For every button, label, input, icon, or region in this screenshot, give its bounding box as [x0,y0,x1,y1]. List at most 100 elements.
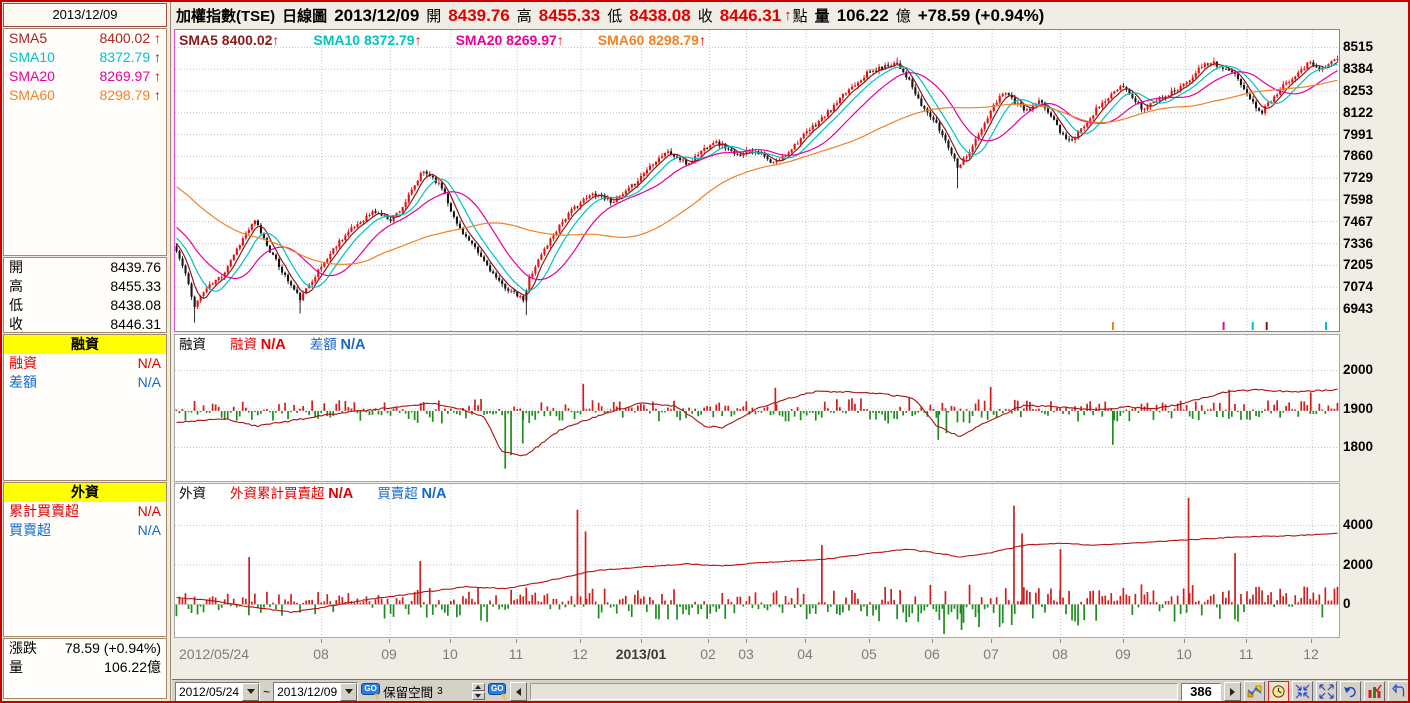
low-label: 低 [607,8,623,25]
foreign-chart-canvas[interactable] [175,484,1339,642]
volume-chart-button[interactable] [1364,681,1385,701]
foreign-sub-chart[interactable]: 外資 外資累計買賣超 N/A 買賣超 N/A [174,483,1340,638]
sidebar-ohlc-row-2-label: 低 [9,297,23,313]
up-arrow-icon: ↑ [784,7,792,24]
x-axis-label: 09 [381,646,397,662]
sidebar-sma-panel: SMA5 8400.02 ↑ SMA10 8372.79 ↑ SMA20 8269.97 … [3,28,167,256]
change-row-1-label: 量 [9,659,23,675]
scroll-left-button[interactable] [509,682,527,701]
undo-button[interactable] [1340,681,1361,701]
x-axis-tick [708,639,709,643]
sub-axis-label: 1900 [1343,401,1374,416]
range-separator: ~ [263,684,271,699]
x-axis-tick [580,639,581,643]
main-candlestick-chart[interactable]: SMA5 8400.02↑ SMA10 8372.79↑ SMA20 8269.97… [174,29,1340,332]
hand-pointer-icon [500,693,505,701]
sidebar-date-box: 2013/12/09 [3,3,167,27]
price-axis-label: 7860 [1343,148,1374,163]
price-axis-label: 6943 [1343,301,1374,316]
time-axis: 2012/05/24 08 09 10 11 12 2013/01 02 03 04 05 06 07 0… [174,639,1340,677]
main-chart-canvas[interactable] [175,30,1339,336]
return-button[interactable] [1388,681,1408,701]
from-date-value: 2012/05/24 [179,684,240,699]
sidebar-ohlc-row-0-label: 開 [9,259,23,275]
chart-scrollbar-track[interactable] [529,683,1178,700]
chart-settings-icon [1247,685,1262,698]
spinner-down-button[interactable] [471,692,485,700]
x-axis-label: 06 [924,646,940,662]
x-axis-label: 08 [313,646,329,662]
sidebar-ohlc-row-0-value: 8439.76 [110,259,161,275]
x-axis-label: 10 [442,646,458,662]
price-axis-label: 7467 [1343,214,1374,229]
index-title: 加權指數(TSE) [176,8,276,25]
foreign-section-header: 外資 [4,483,166,502]
margin-series1-label: 融資 [230,337,257,352]
sidebar-sma10: SMA10 8372.79 ↑ [4,48,166,67]
chart-settings-button[interactable] [1244,681,1265,701]
x-axis-tick [1123,639,1124,643]
sidebar-date: 2013/12/09 [52,7,118,22]
margin-row-0-value: N/A [137,355,161,371]
collapse-button[interactable] [1292,681,1313,701]
sidebar-sma10-value: 8372.79 ↑ [99,49,162,65]
x-axis-label: 09 [1115,646,1131,662]
open-label: 開 [426,8,442,25]
high-value: 8455.33 [538,5,601,25]
volume-bars-icon [1368,684,1382,698]
main-price-axis: 8515 8384 8253 8122 7991 7860 7729 7598 7467 7336… [1343,29,1408,332]
sidebar-change-panel: 漲跌 78.59 (+0.94%) 量 106.22億 [3,638,167,699]
sidebar-margin-panel: 融資 融資 N/A 差額 N/A [3,334,167,481]
bottom-toolbar: 2012/05/24 ~ 2013/12/09 GO 保留空間 3 GO 386 [172,679,1408,701]
foreign-row-1-label: 買賣超 [9,522,51,538]
chevron-right-icon [1230,687,1235,696]
hand-pointer-icon [374,693,379,701]
price-axis-label: 7205 [1343,257,1374,272]
legend-sma60: SMA60 8298.79↑ [597,32,706,48]
go-button[interactable]: GO [361,682,380,701]
margin-row-1-value: N/A [137,374,161,390]
reserve-space-spinner[interactable] [471,683,485,700]
clock-button[interactable] [1268,681,1289,701]
x-axis-tick [389,639,390,643]
to-date-dropdown[interactable]: 2013/12/09 [273,681,359,701]
margin-series1-value: N/A [260,337,286,353]
foreign-series1-value: N/A [328,486,354,502]
foreign-legend: 外資 外資累計買賣超 N/A 買賣超 N/A [179,485,447,503]
margin-sub-chart[interactable]: 融資 融資 N/A 差額 N/A [174,334,1340,482]
from-date-dropdown-button[interactable] [242,682,260,701]
price-axis-label: 8384 [1343,61,1374,76]
sidebar-ohlc-row-2: 低 8438.08 [4,296,166,315]
x-axis-tick [1184,639,1185,643]
reserve-space-label: 保留空間 [383,686,434,700]
x-axis-tick [641,639,642,643]
price-axis-label: 7598 [1343,192,1374,207]
to-date-dropdown-button[interactable] [340,682,358,701]
sidebar-sma60: SMA60 8298.79 ↑ [4,86,166,105]
go-button-2[interactable]: GO [487,682,507,701]
sidebar-sma5: SMA5 8400.02 ↑ [4,29,166,48]
margin-chart-canvas[interactable] [175,335,1339,486]
close-label: 收 [697,8,713,25]
x-axis-label: 07 [983,646,999,662]
foreign-row-0: 累計買賣超 N/A [4,502,166,521]
legend-sma10: SMA10 8372.79↑ [313,32,422,48]
sidebar-sma10-label: SMA10 [9,49,55,65]
change-row-0: 漲跌 78.59 (+0.94%) [4,639,166,658]
from-date-dropdown[interactable]: 2012/05/24 [175,681,261,701]
expand-button[interactable] [1316,681,1337,701]
up-arrow-icon: ↑ [414,32,422,48]
foreign-series1-label: 外資累計買賣超 [230,486,325,501]
sidebar-ohlc-row-1: 高 8455.33 [4,277,166,296]
price-axis-label: 7729 [1343,170,1374,185]
sub-axis-label: 2000 [1343,557,1374,572]
up-arrow-icon: ↑ [556,32,564,48]
foreign-series2-value: N/A [421,486,447,502]
x-axis-label: 03 [738,646,754,662]
scroll-right-button[interactable] [1224,682,1241,701]
margin-panel-name: 融資 [179,337,206,352]
sidebar-ohlc-row-3: 收 8446.31 [4,315,166,334]
x-axis-label: 05 [861,646,877,662]
spinner-up-button[interactable] [471,683,485,691]
